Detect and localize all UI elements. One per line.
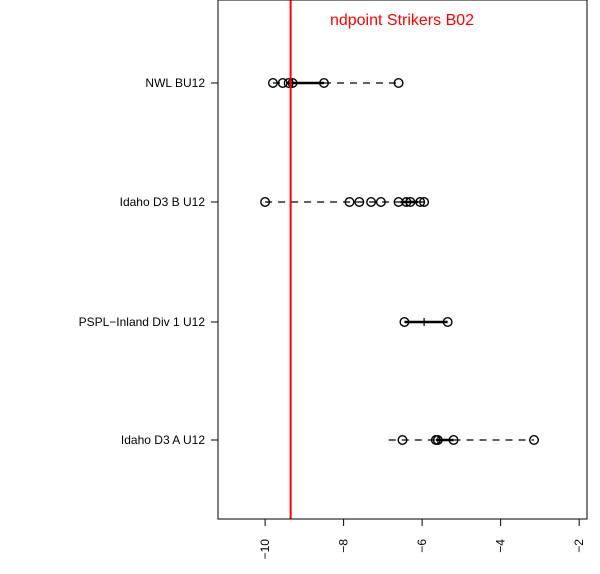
data-point [318, 77, 329, 88]
category-label: PSPL−Inland Div 1 U12 [79, 315, 206, 329]
x-axis: −10 −8 −6 −4 −2 [258, 518, 586, 560]
plot-frame [217, 0, 588, 520]
category-axis: NWL BU12 Idaho D3 B U12 PSPL−Inland Div 1 … [79, 76, 218, 447]
data-point [287, 77, 298, 88]
data-point [260, 196, 271, 207]
data-point [393, 196, 404, 207]
category-label: NWL BU12 [145, 76, 205, 90]
data-point [442, 317, 453, 328]
data-point [267, 77, 278, 88]
chart-title: ndpoint Strikers B02 [330, 12, 474, 29]
series-group [399, 317, 453, 328]
data-point [415, 196, 426, 207]
x-tick-label: −10 [258, 539, 272, 560]
series-group [388, 435, 540, 446]
x-tick-label: −4 [494, 539, 508, 553]
data-point [393, 77, 404, 88]
x-tick-label: −8 [337, 539, 351, 553]
data-point [432, 435, 443, 446]
data-point [354, 196, 365, 207]
x-tick-label: −2 [572, 539, 586, 553]
data-point [419, 196, 430, 207]
series-group [267, 77, 404, 88]
data-point [366, 196, 377, 207]
x-tick-label: −6 [415, 539, 429, 553]
data-point [529, 435, 540, 446]
category-label: Idaho D3 A U12 [121, 433, 205, 447]
data-point [283, 77, 294, 88]
data-point [401, 196, 412, 207]
data-point [448, 435, 459, 446]
data-point [399, 317, 410, 328]
category-label: Idaho D3 B U12 [120, 195, 206, 209]
data-point [405, 196, 416, 207]
series-group [260, 196, 430, 207]
data-point [344, 196, 355, 207]
data-point [397, 435, 408, 446]
data-point [375, 196, 386, 207]
data-point [277, 77, 288, 88]
plot-area [260, 0, 540, 519]
